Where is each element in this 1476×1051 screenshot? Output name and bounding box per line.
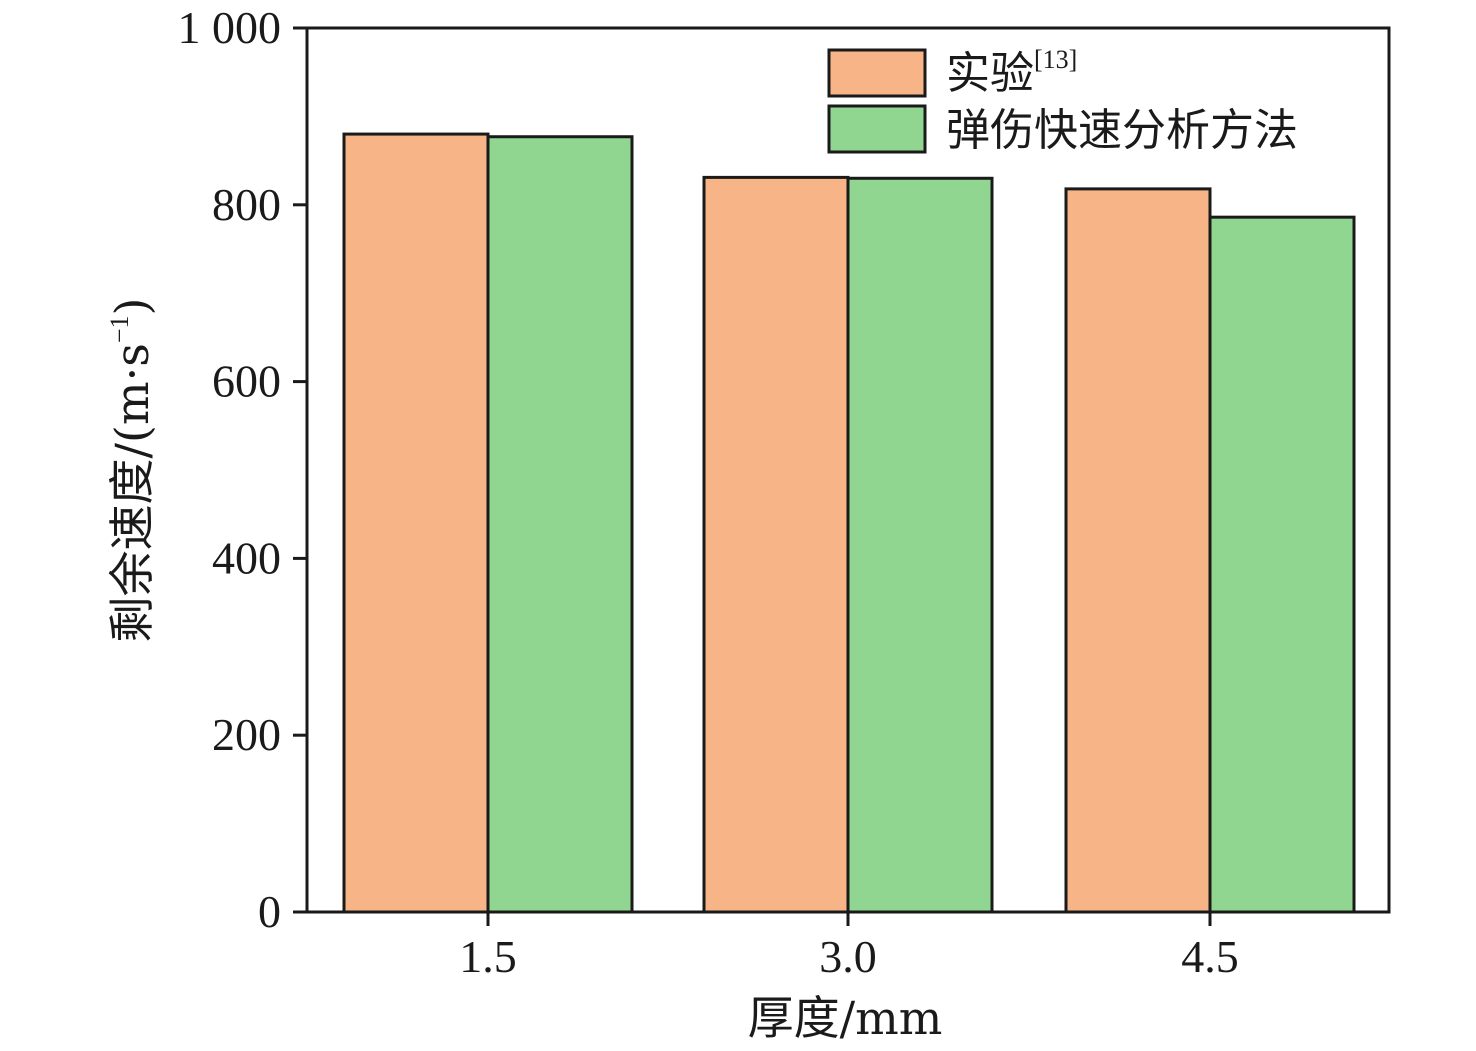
y-tick-label-200: 200 bbox=[212, 709, 281, 760]
legend-label-citation: [13] bbox=[1034, 45, 1077, 74]
legend-swatch-experiment bbox=[827, 48, 927, 98]
y-tick-label-1000: 1 000 bbox=[178, 2, 282, 53]
y-tick-label-0: 0 bbox=[258, 886, 281, 937]
bar-experiment-4.5 bbox=[1064, 187, 1212, 914]
legend-label-experiment: 实验[13] bbox=[946, 45, 1077, 99]
y-tick-label-800: 800 bbox=[212, 179, 281, 230]
legend-swatch-fast-analysis bbox=[827, 104, 927, 154]
bar-fast-analysis-3.0 bbox=[846, 176, 994, 914]
bars-group bbox=[342, 132, 1356, 914]
y-tick-label-600: 600 bbox=[212, 356, 281, 407]
x-axis-title: 厚度/mm bbox=[748, 991, 943, 1045]
y-axis-title: 剩余速度/(m·s−1) bbox=[105, 298, 159, 643]
x-axis: 1.5 3.0 4.5 bbox=[459, 912, 1239, 982]
bar-experiment-1.5 bbox=[342, 132, 490, 914]
y-axis-title-exponent: −1 bbox=[105, 315, 134, 343]
bar-fast-analysis-1.5 bbox=[486, 135, 634, 914]
y-axis: 0 200 400 600 800 1 000 bbox=[178, 2, 307, 937]
legend: 实验[13] 弹伤快速分析方法 bbox=[827, 45, 1298, 156]
legend-label-fast-analysis: 弹伤快速分析方法 bbox=[946, 105, 1298, 156]
x-tick-label-1.5: 1.5 bbox=[459, 931, 517, 982]
bar-experiment-3.0 bbox=[702, 175, 850, 914]
bar-fast-analysis-4.5 bbox=[1208, 215, 1356, 914]
y-tick-label-400: 400 bbox=[212, 532, 281, 583]
x-tick-label-4.5: 4.5 bbox=[1181, 931, 1239, 982]
x-tick-label-3.0: 3.0 bbox=[819, 931, 877, 982]
